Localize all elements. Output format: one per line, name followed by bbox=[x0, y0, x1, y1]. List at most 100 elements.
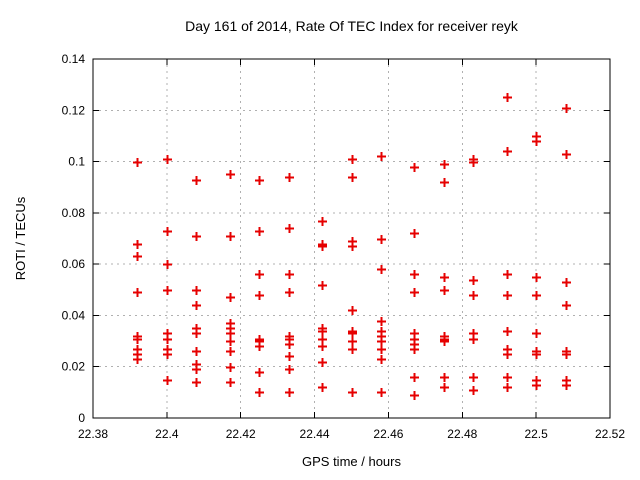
x-tick-label: 22.46 bbox=[373, 427, 403, 441]
data-point-marker bbox=[285, 352, 294, 361]
data-point-marker bbox=[440, 383, 449, 392]
data-point-marker bbox=[255, 291, 264, 300]
data-point-marker bbox=[410, 163, 419, 172]
y-tick-label: 0.12 bbox=[62, 103, 86, 117]
data-point-marker bbox=[532, 137, 541, 146]
data-point-marker bbox=[285, 173, 294, 182]
data-point-marker bbox=[192, 347, 201, 356]
data-point-marker bbox=[348, 345, 357, 354]
data-point-marker bbox=[410, 288, 419, 297]
data-point-marker bbox=[318, 242, 327, 251]
data-point-marker bbox=[348, 306, 357, 315]
data-point-marker bbox=[285, 224, 294, 233]
data-point-marker bbox=[226, 329, 235, 338]
x-tick-label: 22.42 bbox=[226, 427, 256, 441]
data-point-marker bbox=[163, 286, 172, 295]
data-point-marker bbox=[377, 235, 386, 244]
data-point-marker bbox=[469, 291, 478, 300]
data-point-marker bbox=[469, 335, 478, 344]
data-point-marker bbox=[226, 378, 235, 387]
y-tick-label: 0.04 bbox=[62, 308, 86, 322]
data-point-marker bbox=[562, 381, 571, 390]
x-tick-label: 22.5 bbox=[524, 427, 548, 441]
data-point-marker bbox=[440, 286, 449, 295]
data-point-marker bbox=[192, 286, 201, 295]
data-point-marker bbox=[440, 273, 449, 282]
data-point-marker bbox=[348, 155, 357, 164]
data-point-marker bbox=[377, 317, 386, 326]
data-point-marker bbox=[163, 155, 172, 164]
data-point-marker bbox=[163, 260, 172, 269]
x-tick-label: 22.48 bbox=[447, 427, 477, 441]
data-point-marker bbox=[532, 291, 541, 300]
data-point-marker bbox=[532, 329, 541, 338]
data-point-marker bbox=[503, 93, 512, 102]
data-point-marker bbox=[503, 373, 512, 382]
data-point-marker bbox=[562, 350, 571, 359]
data-point-marker bbox=[469, 276, 478, 285]
data-point-marker bbox=[318, 281, 327, 290]
data-point-marker bbox=[348, 388, 357, 397]
data-point-marker bbox=[133, 252, 142, 261]
data-point-marker bbox=[163, 335, 172, 344]
data-point-marker bbox=[410, 345, 419, 354]
data-point-marker bbox=[226, 363, 235, 372]
data-point-marker bbox=[192, 378, 201, 387]
data-point-marker bbox=[226, 337, 235, 346]
data-point-marker bbox=[348, 242, 357, 251]
y-axis-label: ROTI / TECUs bbox=[13, 196, 28, 280]
data-point-marker bbox=[255, 342, 264, 351]
data-point-marker bbox=[562, 301, 571, 310]
x-tick-label: 22.52 bbox=[595, 427, 625, 441]
x-tick-label: 22.38 bbox=[78, 427, 108, 441]
data-point-marker bbox=[163, 350, 172, 359]
data-point-marker bbox=[285, 288, 294, 297]
y-tick-label: 0.02 bbox=[62, 360, 86, 374]
data-point-marker bbox=[503, 291, 512, 300]
data-point-marker bbox=[133, 240, 142, 249]
data-point-marker bbox=[226, 170, 235, 179]
data-point-marker bbox=[255, 368, 264, 377]
data-point-marker bbox=[192, 365, 201, 374]
data-point-marker bbox=[410, 229, 419, 238]
data-point-marker bbox=[348, 329, 357, 338]
plot-border bbox=[92, 58, 611, 419]
data-point-marker bbox=[192, 329, 201, 338]
data-point-marker bbox=[163, 376, 172, 385]
y-tick-label: 0.14 bbox=[62, 52, 86, 66]
y-tick-label: 0.08 bbox=[62, 206, 86, 220]
data-point-marker bbox=[440, 337, 449, 346]
x-tick-label: 22.44 bbox=[300, 427, 330, 441]
data-point-marker bbox=[503, 350, 512, 359]
data-point-marker bbox=[469, 373, 478, 382]
data-point-marker bbox=[410, 270, 419, 279]
x-axis-label: GPS time / hours bbox=[302, 454, 401, 469]
data-point-marker bbox=[410, 391, 419, 400]
data-point-marker bbox=[285, 340, 294, 349]
data-point-marker bbox=[503, 383, 512, 392]
data-point-marker bbox=[469, 158, 478, 167]
data-point-marker bbox=[562, 104, 571, 113]
data-point-marker bbox=[348, 337, 357, 346]
data-point-marker bbox=[562, 278, 571, 287]
data-point-marker bbox=[255, 270, 264, 279]
data-point-marker bbox=[285, 365, 294, 374]
data-point-marker bbox=[318, 358, 327, 367]
data-point-marker bbox=[440, 178, 449, 187]
y-tick-label: 0.1 bbox=[68, 155, 85, 169]
y-tick-label: 0.06 bbox=[62, 257, 86, 271]
data-point-marker bbox=[255, 388, 264, 397]
data-point-marker bbox=[192, 301, 201, 310]
data-point-marker bbox=[377, 388, 386, 397]
data-point-marker bbox=[532, 381, 541, 390]
data-point-marker bbox=[226, 347, 235, 356]
data-point-marker bbox=[410, 373, 419, 382]
data-point-marker bbox=[377, 355, 386, 364]
data-point-marker bbox=[562, 150, 571, 159]
data-point-marker bbox=[133, 288, 142, 297]
data-point-marker bbox=[133, 335, 142, 344]
data-point-marker bbox=[133, 355, 142, 364]
data-point-marker bbox=[285, 388, 294, 397]
